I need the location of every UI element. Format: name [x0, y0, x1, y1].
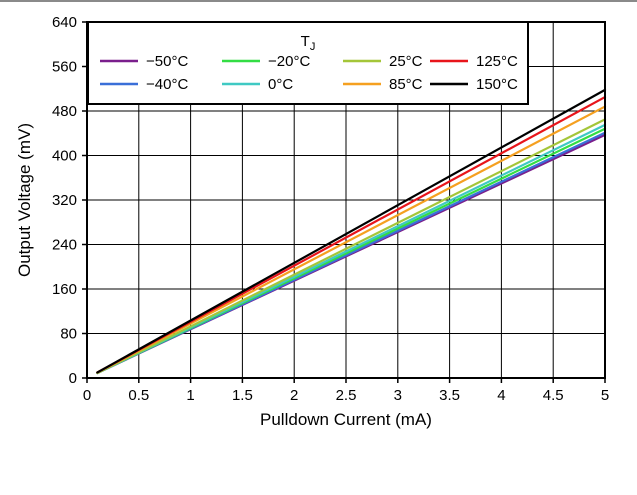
y-axis-ticks: 0 80 160 240 320 400 480 560 640	[52, 14, 87, 387]
y-tick-label: 320	[52, 192, 77, 209]
legend-label: −20°C	[268, 53, 310, 70]
legend-box	[87, 21, 529, 105]
x-tick-label: 4.5	[543, 387, 564, 404]
x-tick-label: 2.5	[336, 387, 357, 404]
series-line-7	[96, 88, 607, 374]
x-tick-label: 0	[83, 387, 91, 404]
x-axis-ticks: 0 0.5 1 1.5 2 2.5 3 3.5 4 4.5 5	[83, 378, 609, 404]
legend-label: 0°C	[268, 76, 293, 93]
x-tick-label: 1.5	[232, 387, 253, 404]
legend-label: −50°C	[146, 53, 188, 70]
top-border-rule	[0, 0, 637, 2]
legend-title: TJ	[301, 33, 316, 53]
x-tick-label: 3.5	[439, 387, 460, 404]
series-line-4	[96, 118, 607, 375]
legend-title-main: T	[301, 33, 310, 50]
y-tick-label: 0	[69, 370, 77, 387]
y-tick-label: 400	[52, 148, 77, 165]
x-tick-label: 1	[186, 387, 194, 404]
legend-items: −50°C −40°C −20°C 0°C 25°C 85°C 125°C 150°C	[100, 53, 518, 93]
legend-label: −40°C	[146, 76, 188, 93]
series-line-5	[96, 105, 607, 374]
series-lines	[96, 88, 607, 375]
y-axis-title: Output Voltage (mV)	[15, 123, 34, 277]
y-tick-label: 160	[52, 281, 77, 298]
legend-title-subscript: J	[310, 41, 316, 53]
x-tick-label: 5	[601, 387, 609, 404]
x-tick-label: 0.5	[128, 387, 149, 404]
y-tick-label: 240	[52, 237, 77, 254]
y-tick-label: 80	[60, 326, 77, 343]
legend-label: 85°C	[389, 76, 423, 93]
y-tick-label: 640	[52, 14, 77, 31]
y-tick-label: 560	[52, 59, 77, 76]
y-tick-label: 480	[52, 103, 77, 120]
x-tick-label: 3	[394, 387, 402, 404]
legend-label: 150°C	[476, 76, 518, 93]
legend-label: 125°C	[476, 53, 518, 70]
x-axis-title: Pulldown Current (mA)	[260, 410, 432, 429]
x-tick-label: 4	[497, 387, 505, 404]
legend: TJ −50°C −40°C −20°C 0°C 25°C 85°C 125°C 150°C	[87, 21, 529, 105]
legend-label: 25°C	[389, 53, 423, 70]
x-tick-label: 2	[290, 387, 298, 404]
